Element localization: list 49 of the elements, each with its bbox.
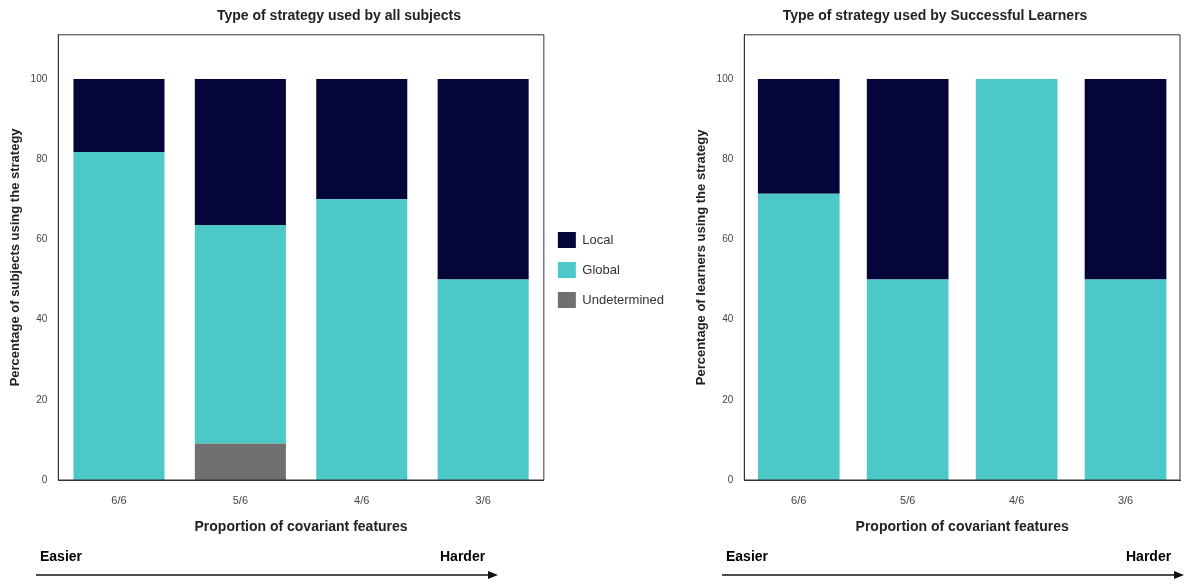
x-tick-label: 3/6 [475,493,491,506]
x-tick-label: 5/6 [232,493,249,506]
legend-label: Local [582,231,614,247]
x-axis-title: Proportion of covariant features [194,518,408,535]
text: Easier [726,548,769,564]
x-tick-label: 5/6 [900,493,916,506]
y-tick-label: 80 [722,152,734,164]
y-tick-label: 100 [716,72,734,84]
bar [194,78,286,225]
x-tick-label: 6/6 [791,493,807,506]
y-tick-label: 20 [36,393,48,405]
bar [437,78,529,280]
bar [757,193,840,480]
x-tick-label: 3/6 [1117,493,1134,506]
y-tick-label: 0 [41,473,48,485]
y-axis-title: Percentage of subjects using the strategy [7,127,23,387]
bar [1084,279,1167,480]
bar [866,78,949,280]
chart-title: Type of strategy used by all subjects [216,7,462,24]
bar [437,279,529,480]
x-tick-label: 4/6 [354,493,370,506]
text: Harder [1126,548,1172,564]
y-tick-label: 20 [722,393,734,405]
x-tick-label: 4/6 [1008,493,1025,506]
bar [1084,78,1167,280]
y-tick-label: 0 [727,473,734,485]
legend-label: Global [582,261,621,277]
bar [194,224,286,444]
y-tick-label: 40 [36,313,48,325]
bar [316,199,408,480]
y-tick-label: 40 [722,313,734,325]
y-tick-label: 60 [36,233,48,245]
x-axis-title: Proportion of covariant features [855,518,1069,535]
bar [73,151,165,480]
bar [316,78,408,200]
chart-title: Type of strategy used by Successful Learners [782,7,1088,24]
text: Harder [440,548,486,564]
y-tick-label: 100 [30,72,48,84]
bar [975,78,1058,480]
bar [757,78,840,194]
x-tick-label: 6/6 [111,493,127,506]
y-tick-label: 60 [722,233,734,245]
text: Easier [40,548,83,564]
bar [866,279,949,480]
y-tick-label: 80 [36,152,48,164]
bar [194,443,286,480]
y-axis-title: Percentage of learners using the strategy [693,128,709,386]
bar [73,78,165,152]
legend-label: Undetermined [582,291,664,307]
